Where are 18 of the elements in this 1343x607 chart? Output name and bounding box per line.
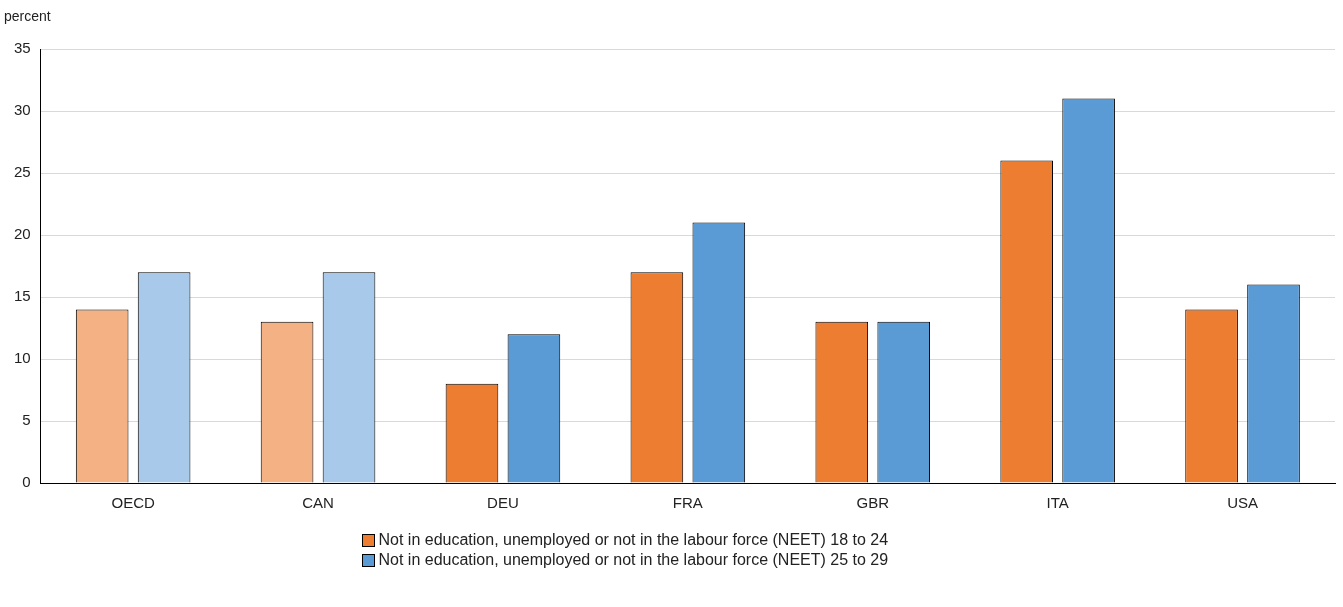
y-tick-label: 35 — [14, 39, 31, 57]
x-tick-label: FRA — [672, 494, 703, 512]
x-tick-label: USA — [1227, 494, 1258, 512]
y-tick-label: 10 — [14, 349, 31, 367]
y-tick-label: 5 — [22, 411, 31, 429]
x-tick-label: OECD — [111, 494, 155, 512]
y-tick-label: 15 — [14, 287, 31, 305]
y-tick-label: 0 — [22, 473, 31, 491]
x-tick-label: DEU — [487, 494, 519, 512]
x-tick-label: GBR — [856, 494, 890, 512]
y-tick-label: 20 — [14, 225, 31, 243]
legend-label: Not in education, unemployed or not in the labour force (NEET) 18 to 24 — [378, 531, 889, 549]
y-tick-label: 25 — [14, 163, 31, 181]
x-tick-label: ITA — [1046, 494, 1069, 512]
legend-label: Not in education, unemployed or not in the labour force (NEET) 25 to 29 — [378, 551, 889, 569]
y-tick-label: 30 — [14, 101, 31, 119]
x-tick-label: CAN — [302, 494, 334, 512]
y-axis-title: percent — [4, 8, 51, 24]
